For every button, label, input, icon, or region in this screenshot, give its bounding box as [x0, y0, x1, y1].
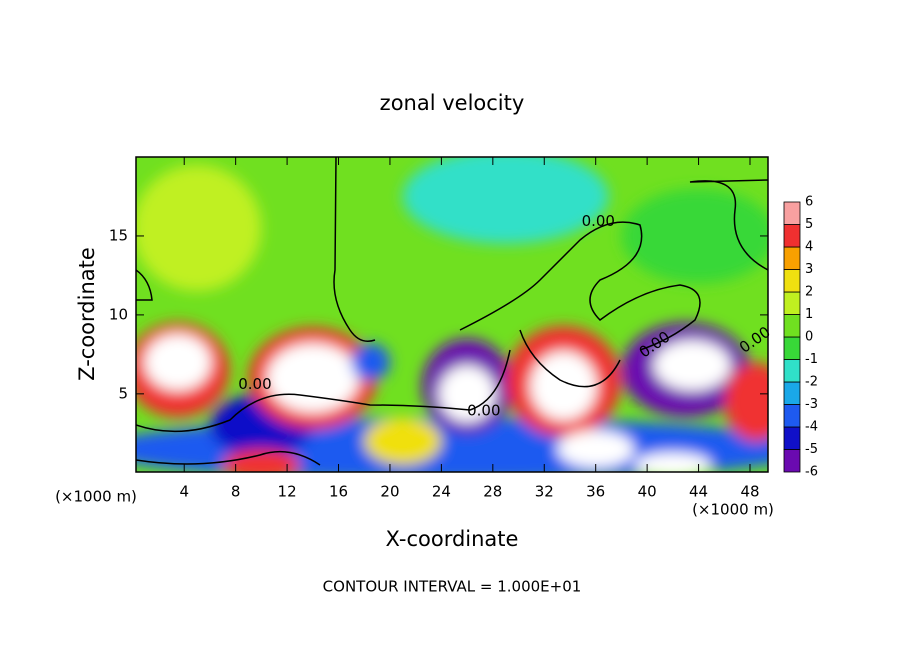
x-tick-label: 40 [638, 483, 657, 501]
colorbar-tick-label: -5 [805, 442, 818, 457]
x-tick-label: 12 [278, 483, 297, 501]
zero-contours [136, 157, 768, 466]
colorbar-tick-label: 0 [805, 330, 813, 345]
x-tick-label: 36 [586, 483, 605, 501]
field-feature [530, 351, 597, 421]
colorbar-tick-label: 1 [805, 307, 813, 322]
field-feature [402, 157, 609, 244]
field-features [136, 157, 768, 472]
x-unit: (×1000 m) [692, 501, 774, 519]
y-tick-label: 5 [118, 384, 128, 402]
colorbar-tick-label: 3 [805, 262, 813, 277]
colorbar-segment [783, 336, 801, 360]
field-feature [222, 449, 300, 472]
x-tick-label: 28 [483, 483, 502, 501]
field [136, 157, 768, 472]
colorbar-tick-label: 5 [805, 217, 813, 232]
y-tick-label: 10 [109, 305, 128, 323]
field-feature [144, 333, 212, 391]
x-tick-label: 32 [535, 483, 554, 501]
y-unit: (×1000 m) [55, 488, 137, 506]
field-feature [364, 417, 442, 465]
field-feature [724, 362, 768, 442]
field-feature [266, 343, 360, 413]
colorbar-segment [783, 224, 801, 248]
colorbar-tick-label: 4 [805, 240, 813, 255]
field-feature [136, 164, 262, 292]
field-feature [634, 452, 712, 472]
colorbar-tick-label: -2 [805, 375, 818, 390]
field-feature [351, 343, 390, 382]
x-tick-label: 24 [432, 483, 451, 501]
colorbar-segment [783, 426, 801, 450]
colorbar-segment [783, 291, 801, 315]
colorbar-tick-label: 2 [805, 285, 813, 300]
colorbar-segment [783, 314, 801, 338]
y-axis-label: Z-coordinate [75, 247, 99, 381]
footnote: CONTOUR INTERVAL = 1.000E+01 [323, 578, 582, 596]
x-axis-label: X-coordinate [386, 527, 519, 551]
contour-label: 0.00 [238, 375, 271, 393]
chart-title: zonal velocity [380, 91, 525, 115]
contour-label: 0.00 [467, 402, 500, 420]
colorbar-tick-label: -6 [805, 465, 818, 480]
colorbar-segment [783, 359, 801, 383]
field-feature [621, 188, 768, 284]
colorbar-segment [783, 201, 801, 225]
colorbar-tick-label: -3 [805, 397, 818, 412]
x-tick-label: 4 [179, 483, 189, 501]
colorbar-segment [783, 404, 801, 428]
x-tick-label: 8 [231, 483, 241, 501]
colorbar-tick-label: -1 [805, 352, 818, 367]
x-tick-label: 44 [689, 483, 708, 501]
field-feature [557, 430, 635, 469]
x-tick-label: 48 [740, 483, 759, 501]
x-tick-label: 20 [380, 483, 399, 501]
colorbar-segment [783, 269, 801, 293]
field-feature [653, 340, 731, 391]
y-tick-label: 15 [109, 226, 128, 244]
colorbar-segment [783, 246, 801, 270]
colorbar-segment [783, 381, 801, 405]
contour-label: 0.00 [582, 212, 615, 230]
colorbar-tick-label: 6 [805, 195, 813, 210]
colorbar-tick-label: -4 [805, 420, 818, 435]
colorbar-segment [783, 449, 801, 473]
x-tick-label: 16 [329, 483, 348, 501]
